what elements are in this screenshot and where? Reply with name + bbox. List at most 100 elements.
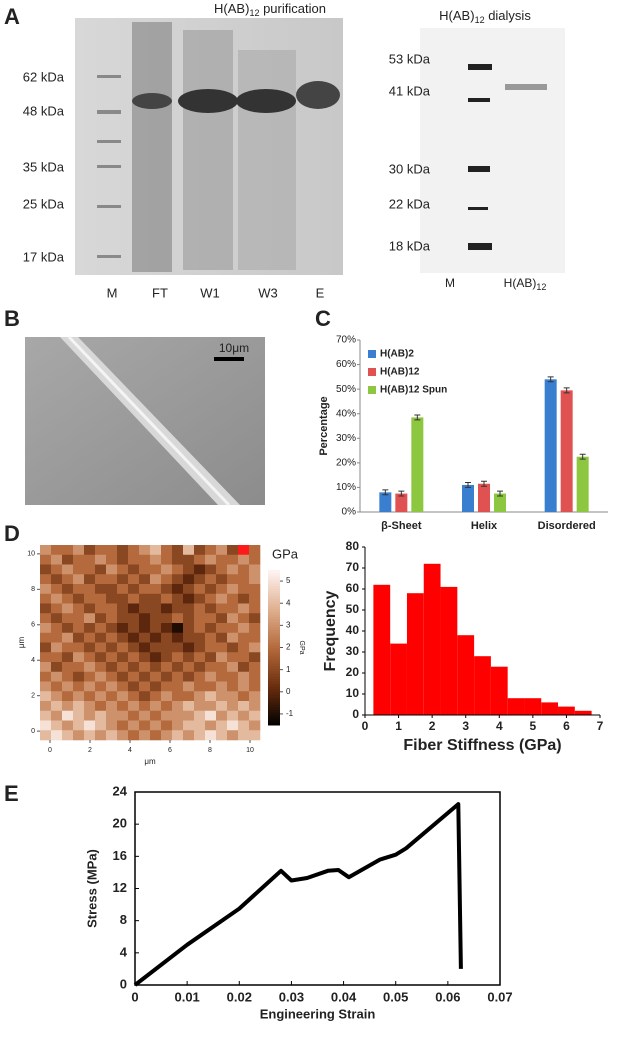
colorbar-step [268,603,280,607]
colorbar-step [268,632,280,636]
marker-label: 35 kDa [23,159,65,174]
marker-label: 22 kDa [389,196,431,211]
y-tick-label: 50% [336,384,356,395]
colorbar-step [268,699,280,703]
y-tick-label: 8 [31,586,35,593]
heatmap-cell [150,564,162,575]
heatmap-cell [161,652,173,663]
x-tick-label: 0.07 [487,989,512,1004]
x-tick-label: 0.06 [435,989,460,1004]
colorbar-step [268,704,280,708]
heatmap-cell [161,584,173,595]
heatmap-cell [84,701,96,712]
heatmap-cell [205,720,217,731]
heatmap-cell [117,554,129,565]
y-tick-label: 60 [346,581,360,595]
marker-label: 53 kDa [389,51,431,66]
heatmap-cell [238,574,250,585]
heatmap-cell [95,710,107,721]
colorbar-step [268,570,280,574]
colorbar-step [268,629,280,633]
heatmap-cell [73,710,85,721]
heatmap-cell [62,701,74,712]
heatmap-cell [139,720,151,731]
heatmap-cell [205,593,217,604]
y-tick-label: 12 [113,880,127,895]
colorbar-axis-title: GPa [298,640,305,654]
heatmap-cell [128,671,140,682]
heatmap-cell [128,720,140,731]
x-tick-label: 8 [208,747,212,754]
histogram-bar [507,698,525,715]
heatmap-cell [128,691,140,702]
heatmap-cell [117,652,129,663]
y-tick-label: 70 [346,560,360,574]
heatmap-cell [161,574,173,585]
heatmap-cell [117,564,129,575]
heatmap-cell [106,584,118,595]
heatmap-cell [51,701,63,712]
heatmap-cell [238,730,250,741]
y-tick-label: 0 [31,728,35,735]
heatmap-cell [194,710,206,721]
heatmap-cell [205,701,217,712]
heatmap-cell [161,662,173,673]
heatmap-cell [51,671,63,682]
heatmap-cell [128,564,140,575]
heatmap-cell [150,710,162,721]
heatmap-cell [238,720,250,731]
heatmap-cell [106,681,118,692]
panel-label: D [4,521,20,546]
heatmap-cell [62,603,74,614]
heatmap-cell [51,584,63,595]
marker-label: 48 kDa [23,103,65,118]
heatmap-cell [227,545,239,556]
colorbar-step [268,717,280,721]
heatmap-cell [51,603,63,614]
heatmap-cell [249,662,261,673]
heatmap-cell [62,545,74,556]
colorbar-step [268,722,280,726]
y-tick-label: 10% [336,482,356,493]
heatmap-cell [249,632,261,643]
colorbar-step [268,639,280,643]
heatmap-cell [227,632,239,643]
heatmap-cell [51,623,63,634]
heatmap-cell [128,662,140,673]
colorbar-step [268,590,280,594]
heatmap-cell [172,652,184,663]
heatmap-cell [194,701,206,712]
y-axis-title: Percentage [318,396,330,455]
heatmap-cell [216,671,228,682]
heatmap-cell [84,564,96,575]
title-text: H(AB) [439,8,474,23]
heatmap-cell [161,691,173,702]
heatmap-cell [150,584,162,595]
heatmap-cell [161,623,173,634]
colorbar-step [268,688,280,692]
heatmap-cell [128,642,140,653]
heatmap-cell [249,593,261,604]
x-tick-label: 2 [429,719,436,733]
heatmap-cell [161,613,173,624]
heatmap-cell [216,584,228,595]
colorbar-tick-label: -1 [286,709,294,718]
heatmap-cell [73,681,85,692]
x-tick-label: 3 [462,719,469,733]
heatmap-cell [249,652,261,663]
heatmap-cell [205,681,217,692]
heatmap-cell [95,691,107,702]
histogram-bar [524,698,542,715]
heatmap-cell [205,652,217,663]
y-tick-label: 20 [113,816,127,831]
heatmap-cell [84,652,96,663]
heatmap-cell [238,613,250,624]
colorbar-step [268,575,280,579]
heatmap-cell [84,554,96,565]
heatmap-cell [238,545,250,556]
bar [411,417,424,512]
error-bar [481,480,487,487]
heatmap-cell [139,603,151,614]
heatmap-cell [139,701,151,712]
heatmap-cell [249,564,261,575]
